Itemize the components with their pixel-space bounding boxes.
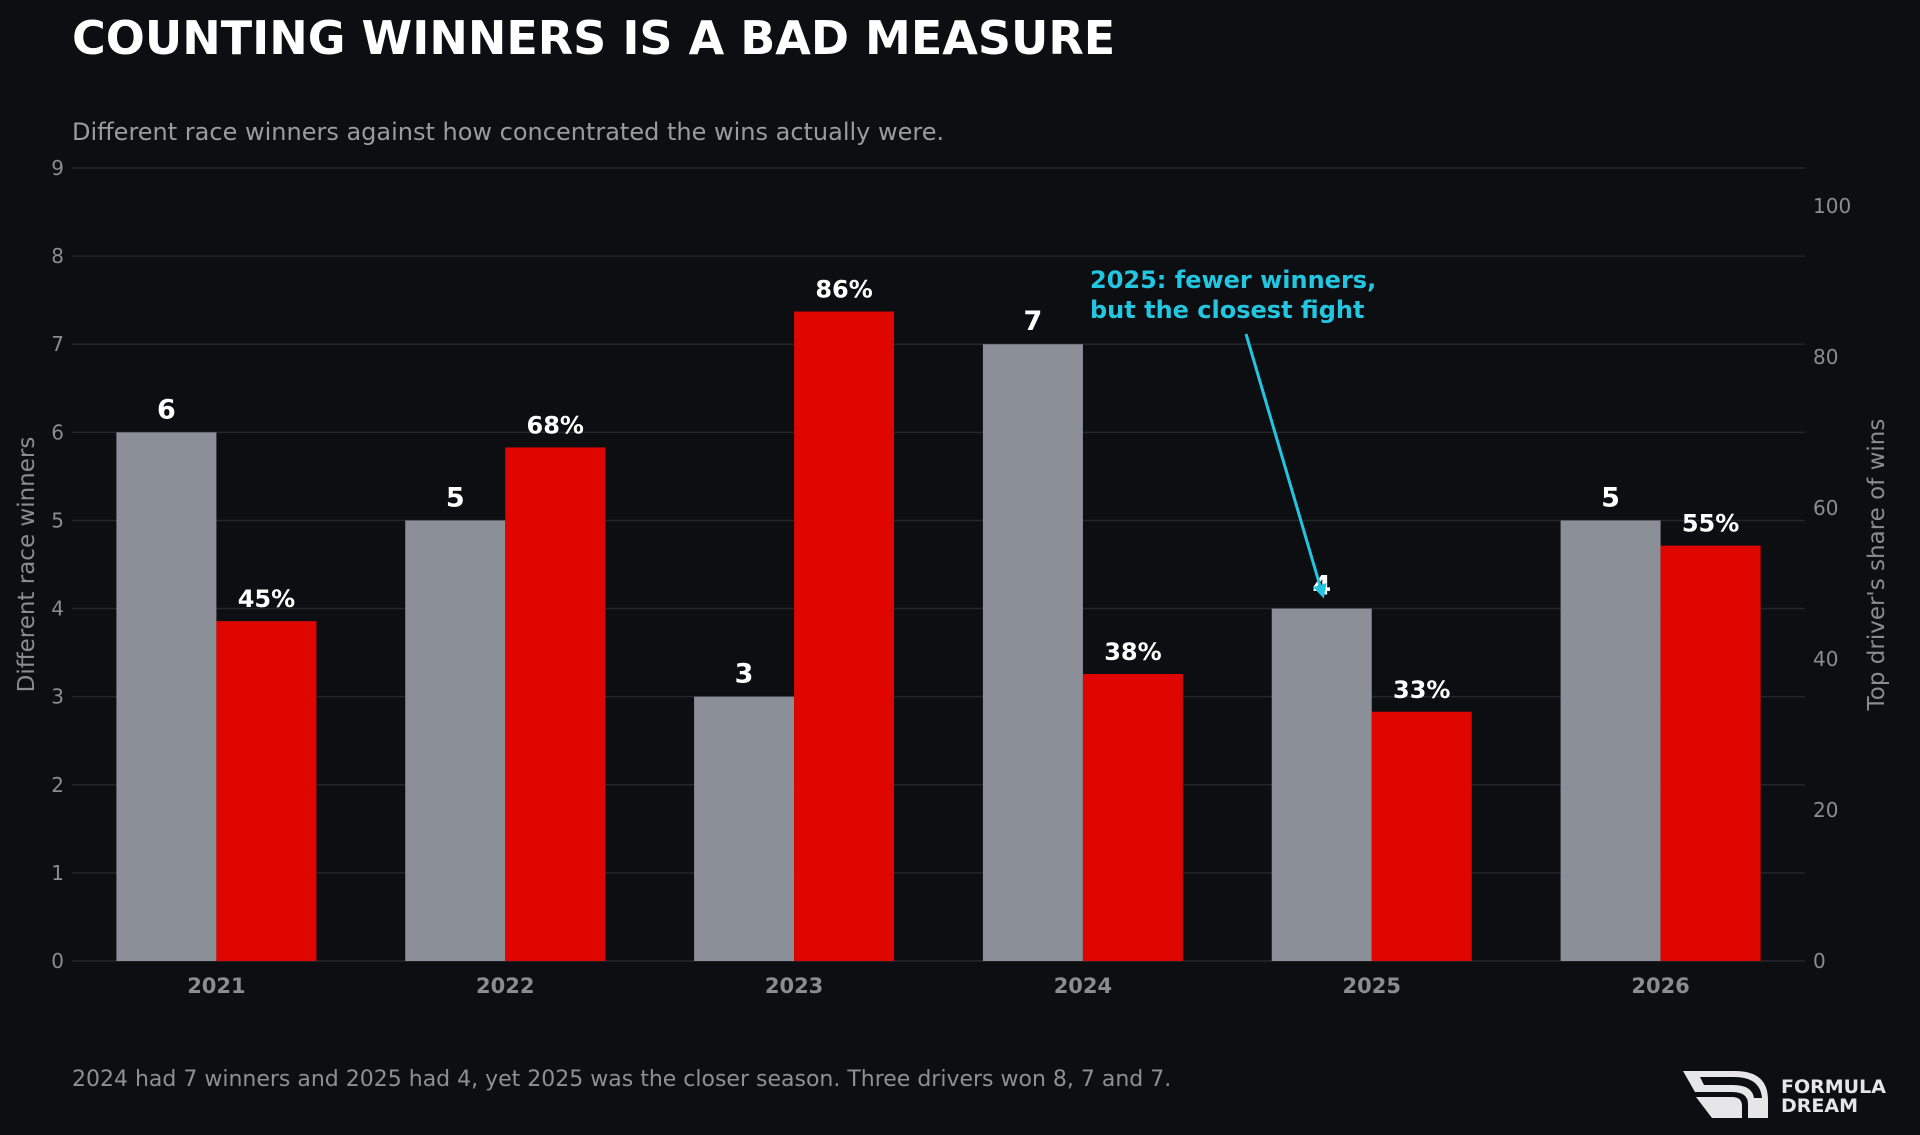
annotation-arrowhead bbox=[1313, 583, 1327, 599]
bar-share-2026 bbox=[1660, 545, 1761, 961]
bar-share-2021 bbox=[216, 621, 317, 961]
x-tick-label-2021: 2021 bbox=[187, 974, 245, 998]
y-tick-label: 8 bbox=[51, 244, 64, 268]
bar-winners-2022 bbox=[405, 520, 506, 961]
annotation-arrow bbox=[1244, 333, 1322, 586]
y2-tick-label: 80 bbox=[1813, 345, 1838, 369]
bar-winners-2026 bbox=[1560, 520, 1661, 961]
x-tick-label-2026: 2026 bbox=[1631, 974, 1689, 998]
y2-axis-label: Top driver's share of wins bbox=[1864, 419, 1890, 712]
annotation-line-2: but the closest fight bbox=[1090, 296, 1364, 324]
gridlines bbox=[72, 167, 1805, 962]
bar-winners-2021 bbox=[116, 432, 217, 961]
bar-share-2025 bbox=[1371, 711, 1472, 961]
data-label-winners-2023: 3 bbox=[735, 659, 754, 690]
y-tick-label: 3 bbox=[51, 685, 64, 709]
data-label-share-2026: 55% bbox=[1682, 510, 1739, 538]
y-tick-label: 7 bbox=[51, 332, 64, 356]
bars bbox=[116, 311, 1761, 961]
data-label-share-2025: 33% bbox=[1393, 676, 1450, 704]
logo-text-line-2: DREAM bbox=[1781, 1095, 1858, 1117]
y-tick-label: 6 bbox=[51, 420, 64, 444]
y-tick-label: 0 bbox=[51, 949, 64, 973]
data-label-winners-2024: 7 bbox=[1024, 306, 1043, 337]
x-tick-label-2023: 2023 bbox=[765, 974, 823, 998]
y2-tick-label: 0 bbox=[1813, 949, 1826, 973]
y2-tick-label: 100 bbox=[1813, 194, 1851, 218]
y-tick-label: 9 bbox=[51, 156, 64, 180]
bar-winners-2023 bbox=[694, 696, 795, 961]
data-label-winners-2021: 6 bbox=[157, 394, 176, 425]
data-label-share-2021: 45% bbox=[238, 585, 295, 613]
y-axis-label: Different race winners bbox=[14, 437, 40, 693]
bar-share-2023 bbox=[794, 311, 895, 961]
y2-tick-label: 60 bbox=[1813, 496, 1838, 520]
y-tick-label: 4 bbox=[51, 597, 64, 621]
logo-text-line-1: FORMULA bbox=[1781, 1076, 1886, 1098]
bar-share-2024 bbox=[1082, 674, 1183, 961]
data-label-share-2023: 86% bbox=[815, 275, 872, 303]
data-label-winners-2026: 5 bbox=[1601, 482, 1620, 513]
y-tick-label: 1 bbox=[51, 861, 64, 885]
data-label-share-2022: 68% bbox=[527, 411, 584, 439]
bar-share-2022 bbox=[505, 447, 606, 961]
x-tick-label-2025: 2025 bbox=[1343, 974, 1401, 998]
x-tick-label-2024: 2024 bbox=[1054, 974, 1112, 998]
chart-title: COUNTING WINNERS IS A BAD MEASURE bbox=[72, 11, 1115, 65]
annotation: 2025: fewer winners, but the closest fig… bbox=[1090, 266, 1376, 599]
chart-subtitle: Different race winners against how conce… bbox=[72, 118, 944, 146]
data-label-winners-2022: 5 bbox=[446, 482, 465, 513]
y-tick-label: 5 bbox=[51, 508, 64, 532]
footnote: 2024 had 7 winners and 2025 had 4, yet 2… bbox=[72, 1067, 1171, 1092]
bar-winners-2024 bbox=[982, 344, 1083, 961]
formula-dream-logo: FORMULA DREAM bbox=[1683, 1071, 1886, 1118]
y2-tick-label: 40 bbox=[1813, 647, 1838, 671]
annotation-line-1: 2025: fewer winners, bbox=[1090, 266, 1376, 294]
axes: 0 1 2 3 4 5 6 7 8 9 0 20 40 60 80 100 2021 2022 2023 2024 20… bbox=[51, 156, 1851, 998]
logo-mark-icon bbox=[1683, 1071, 1768, 1118]
y2-tick-label: 20 bbox=[1813, 798, 1838, 822]
data-label-share-2024: 38% bbox=[1104, 638, 1161, 666]
bar-winners-2025 bbox=[1271, 608, 1372, 961]
y-tick-label: 2 bbox=[51, 773, 64, 797]
x-tick-label-2022: 2022 bbox=[476, 974, 534, 998]
